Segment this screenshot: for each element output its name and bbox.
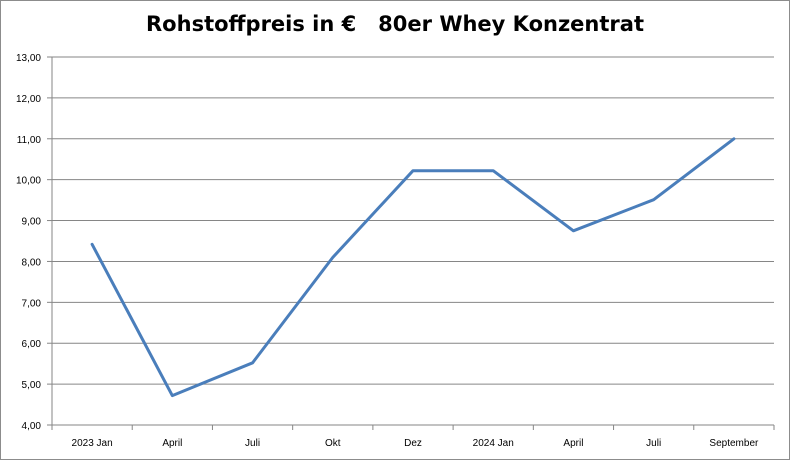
- y-tick-label: 11,00: [17, 135, 42, 146]
- x-tick-label: Okt: [325, 438, 341, 449]
- y-tick-label: 13,00: [16, 53, 41, 64]
- y-tick-label: 5,00: [22, 380, 42, 391]
- chart-title: Rohstoffpreis in € 80er Whey Konzentrat: [146, 12, 644, 36]
- y-tick-label: 10,00: [16, 176, 41, 187]
- y-tick-label: 12,00: [16, 94, 41, 105]
- x-tick-label: Juli: [245, 438, 260, 449]
- x-tick-label: September: [709, 438, 759, 449]
- y-tick-label: 8,00: [22, 257, 42, 268]
- x-tick-label: 2023 Jan: [72, 438, 113, 449]
- x-tick-label: 2024 Jan: [473, 438, 514, 449]
- y-tick-label: 9,00: [22, 217, 42, 228]
- y-tick-label: 4,00: [22, 421, 42, 432]
- series-line: [90, 137, 736, 398]
- y-tick-label: 7,00: [22, 298, 42, 309]
- x-tick-label: Dez: [404, 438, 422, 449]
- x-tick-label: April: [162, 438, 182, 449]
- x-tick-label: April: [563, 438, 583, 449]
- x-tick-label: Juli: [646, 438, 661, 449]
- y-tick-label: 6,00: [22, 339, 42, 350]
